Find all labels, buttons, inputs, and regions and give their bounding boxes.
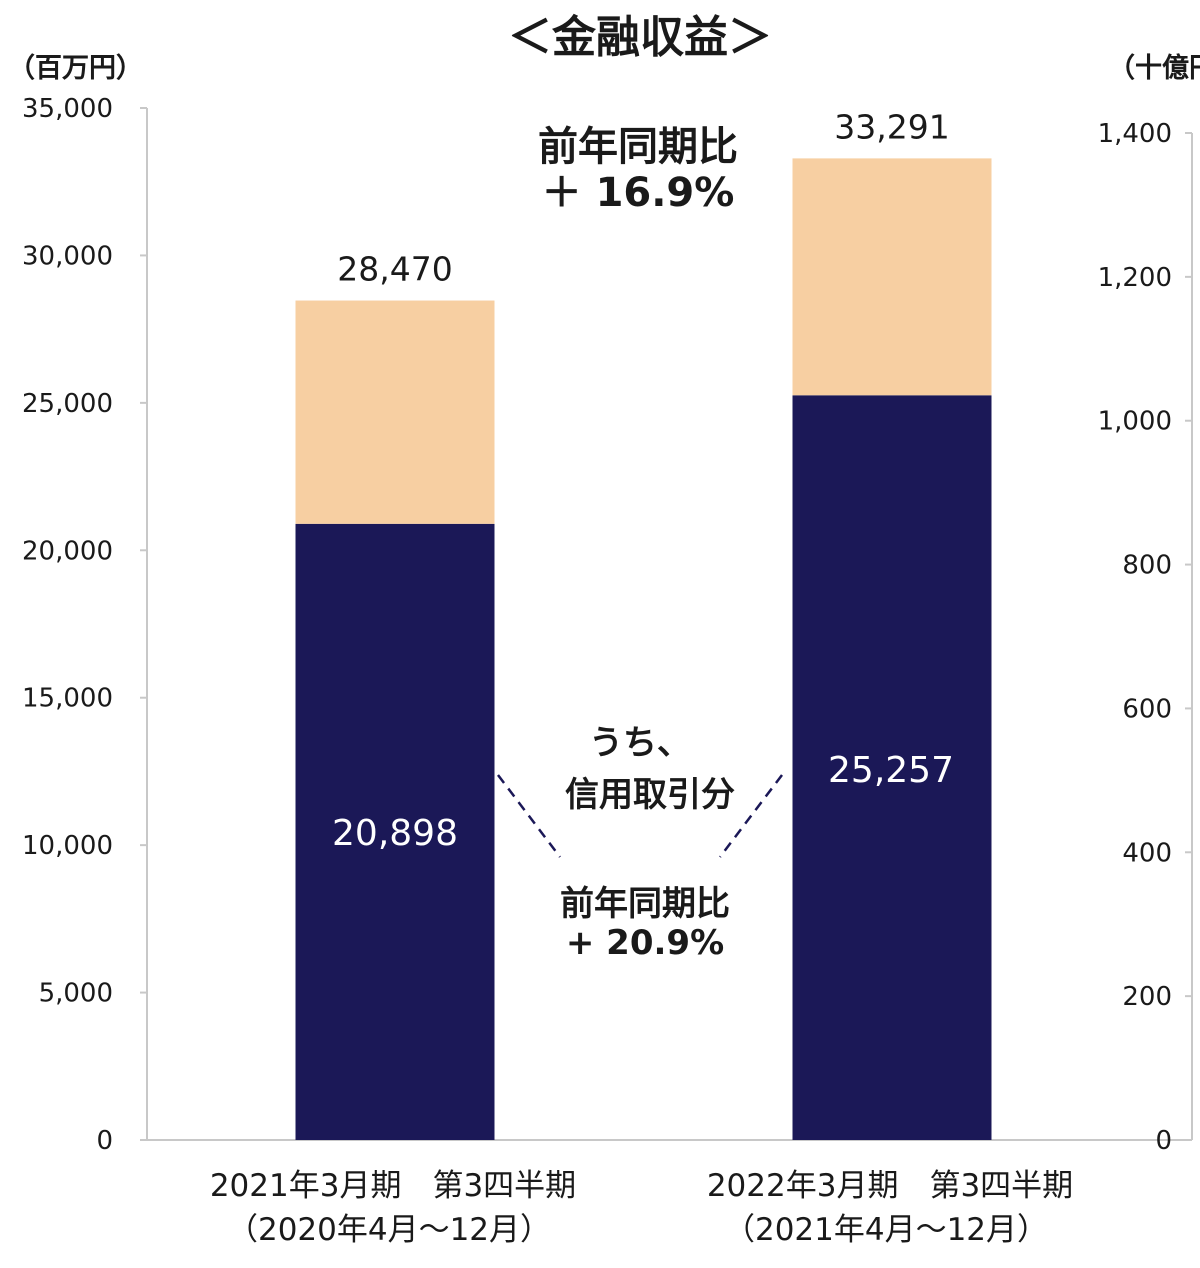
category-label-range: （2020年4月～12月） <box>227 1212 551 1248</box>
bar-segment-margin-trading <box>295 523 495 1140</box>
right-tick-label: 1,200 <box>1098 263 1172 293</box>
left-axis-unit: （百万円） <box>8 53 143 84</box>
left-tick-label: 5,000 <box>39 979 113 1009</box>
left-tick-label: 30,000 <box>22 241 113 271</box>
margin-note-line2: 信用取引分 <box>565 775 735 815</box>
connector-left <box>497 774 561 858</box>
bar-segment-other <box>295 300 495 524</box>
total-growth-line2: ＋ 16.9% <box>542 170 735 216</box>
connector-right <box>719 774 783 858</box>
category-label-period: 2022年3月期 第3四半期 <box>707 1168 1073 1204</box>
bar-total-label: 33,291 <box>834 107 949 146</box>
left-tick-label: 10,000 <box>22 831 113 861</box>
chart-title: ＜金融収益＞ <box>508 12 772 63</box>
right-axis-unit: （十億円） <box>1108 53 1200 84</box>
category-label-range: （2021年4月～12月） <box>724 1212 1048 1248</box>
left-axis-ticks: 0 5,000 10,000 15,000 20,000 25,000 30,000 35,0… <box>22 94 147 1156</box>
left-tick-label: 35,000 <box>22 94 113 124</box>
bars <box>295 158 992 1141</box>
right-tick-label: 1,000 <box>1098 407 1172 437</box>
right-tick-label: 400 <box>1122 838 1172 868</box>
margin-growth-line2: + 20.9% <box>566 923 724 963</box>
margin-note-line1: うち、 <box>589 723 691 763</box>
bar-segment-margin-trading <box>792 395 992 1141</box>
bar-total-label: 28,470 <box>337 250 452 289</box>
right-tick-label: 200 <box>1122 982 1172 1012</box>
margin-growth-line1: 前年同期比 <box>560 884 730 924</box>
left-tick-label: 25,000 <box>22 389 113 419</box>
left-tick-label: 15,000 <box>22 684 113 714</box>
bar-segment-other <box>792 158 992 396</box>
right-axis-ticks: 0 200 400 600 800 1,000 1,200 1,400 <box>1098 119 1192 1156</box>
right-tick-label: 600 <box>1122 694 1172 724</box>
category-labels: 2021年3月期 第3四半期 （2020年4月～12月） 2022年3月期 第3四半… <box>210 1168 1073 1248</box>
right-tick-label: 0 <box>1155 1126 1172 1156</box>
bar-labels: 28,470 33,291 20,898 25,257 <box>332 107 954 854</box>
total-growth-line1: 前年同期比 <box>538 124 738 170</box>
bar-inner-label: 25,257 <box>828 750 954 791</box>
right-tick-label: 1,400 <box>1098 119 1172 149</box>
right-tick-label: 800 <box>1122 551 1172 581</box>
left-tick-label: 20,000 <box>22 536 113 566</box>
left-tick-label: 0 <box>96 1126 113 1156</box>
category-label-period: 2021年3月期 第3四半期 <box>210 1168 576 1204</box>
bar-inner-label: 20,898 <box>332 813 458 854</box>
